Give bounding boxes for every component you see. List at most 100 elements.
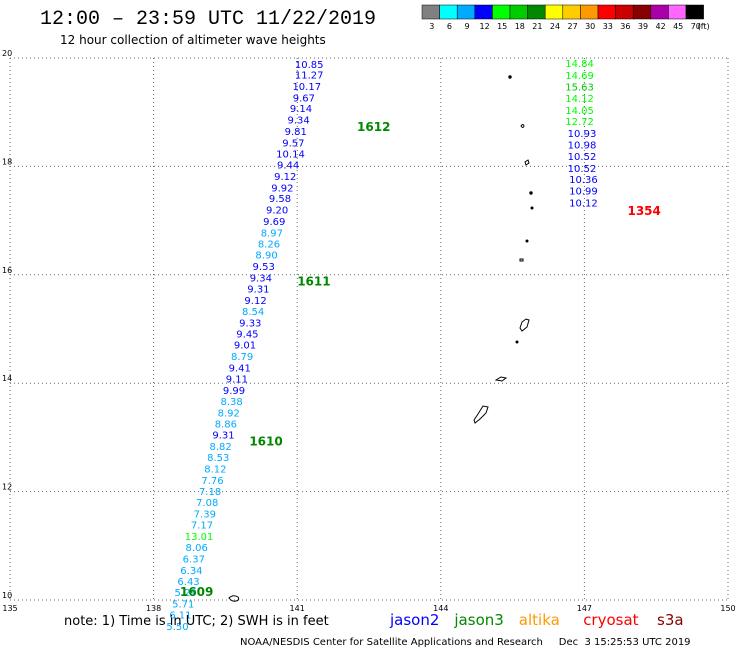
y-tick-label: 12: [2, 483, 12, 492]
wave-height-point: 9.12: [244, 296, 266, 307]
island: [520, 124, 525, 128]
color-legend: 3 6 9 12 15 18 21 24 27 30 33 36 39 42 45 70(ft): [421, 4, 710, 31]
legend-swatch: [492, 4, 511, 20]
wave-height-point: 5.29: [175, 588, 197, 599]
wave-height-point: 9.12: [274, 172, 296, 183]
grid: [9, 57, 729, 601]
wave-height-point: 8.79: [231, 352, 253, 363]
wave-height-point: 14.12: [565, 94, 594, 105]
wave-height-point: 14.69: [565, 71, 594, 82]
y-tick-label: 18: [2, 157, 12, 166]
pass-label: 1609: [180, 585, 213, 599]
legend-swatch: [509, 4, 528, 20]
legend-bin-label: 12: [480, 22, 490, 31]
wave-height-point: 9.01: [234, 341, 256, 352]
wave-height-point: 8.26: [258, 240, 280, 251]
wave-height-point: 10.85: [295, 60, 324, 71]
wave-height-point: 9.67: [293, 93, 315, 104]
wave-height-point: 10.14: [276, 150, 305, 161]
pass-label: 1612: [357, 120, 390, 134]
wave-height-point: 10.93: [568, 129, 597, 140]
island: [529, 191, 533, 195]
pass-label: 1610: [249, 435, 282, 449]
wave-height-point: 10.52: [568, 164, 597, 175]
legend-swatch: [474, 4, 493, 20]
legend-swatch: [544, 4, 564, 20]
wave-height-point: 14.05: [565, 106, 594, 117]
wave-height-point: 10.52: [568, 152, 597, 163]
wave-height-point: 9.81: [285, 127, 307, 138]
wave-height-point: 8.54: [242, 307, 264, 318]
wave-height-point: 9.14: [290, 104, 312, 115]
wave-height-point: 10.99: [569, 187, 598, 198]
wave-height-point: 9.31: [212, 430, 234, 441]
wave-height-point: 7.08: [196, 498, 218, 509]
wave-height-point: 11.27: [295, 71, 324, 82]
legend-swatch: [580, 4, 599, 20]
x-tick-label: 138: [146, 604, 161, 613]
wave-height-point: 9.44: [277, 161, 299, 172]
wave-height-point: 6.34: [180, 566, 202, 577]
x-tick-label: 141: [290, 604, 305, 613]
wave-height-point: 9.20: [266, 206, 288, 217]
pass-labels: 1609 1610 1611 1612 1354: [180, 120, 661, 599]
wave-height-point: 10.98: [568, 141, 597, 152]
wave-height-point: 7.39: [194, 510, 216, 521]
wave-height-point: 8.92: [218, 408, 240, 419]
wave-height-point: 8.86: [215, 420, 237, 431]
legend-swatch: [439, 4, 458, 20]
y-tick-label: 14: [2, 374, 12, 383]
legend-bin-label: 36: [620, 22, 630, 31]
island: [530, 206, 534, 210]
legend-bin-label: 70: [691, 22, 701, 31]
legend-bin-label: 39: [638, 22, 648, 31]
wave-height-point: 9.53: [253, 262, 275, 273]
wave-height-point: 9.11: [226, 375, 248, 386]
legend-swatch: [632, 4, 652, 20]
footer-credit: NOAA/NESDIS Center for Satellite Applica…: [240, 637, 691, 648]
legend-swatch: [527, 4, 546, 20]
wave-height-point: 7.17: [191, 520, 213, 531]
x-tick-label: 150: [720, 604, 735, 613]
wave-height-point: 8.06: [186, 543, 208, 554]
legend-swatch: [562, 4, 581, 20]
satellite-label: cryosat: [583, 611, 638, 629]
legend-swatch: [421, 4, 440, 20]
wave-height-point: 6.11: [169, 610, 191, 621]
x-tick-label: 135: [2, 604, 17, 613]
wave-height-point: 8.12: [204, 465, 226, 476]
legend-bin-label: 33: [603, 22, 613, 31]
wave-height-point: 8.97: [261, 228, 283, 239]
wave-height-point: 9.92: [271, 183, 293, 194]
axes: 135 138 141 144 147 150 10 12 14 16 18 20: [2, 49, 736, 613]
legend-swatch: [615, 4, 634, 20]
y-tick-label: 10: [2, 591, 12, 600]
x-tick-label: 144: [433, 604, 448, 613]
chart-title: 12:00 – 23:59 UTC 11/22/2019: [40, 8, 376, 31]
wave-height-point: 9.45: [236, 330, 258, 341]
island: [519, 258, 524, 262]
legend-bin-label: 24: [550, 22, 560, 31]
footer-note: note: 1) Time is in UTC; 2) SWH is in fe…: [64, 614, 329, 629]
wave-height-point: 8.82: [209, 442, 231, 453]
island: [508, 75, 512, 79]
pass-label: 1354: [627, 204, 660, 218]
legend-bin-label: 3: [429, 22, 434, 31]
wave-height-point: 9.99: [223, 386, 245, 397]
island: [473, 405, 489, 424]
legend-bin-label: 42: [656, 22, 666, 31]
satellite-label: altika: [519, 611, 560, 629]
island: [228, 595, 240, 602]
wave-height-point: 9.58: [269, 194, 291, 205]
legend-bin-label: 9: [464, 22, 469, 31]
legend-bin-label: 15: [497, 22, 507, 31]
wave-height-point: 6.37: [183, 555, 205, 566]
legend-swatch: [456, 4, 476, 20]
wave-height-point: 12.72: [565, 117, 594, 128]
legend-bin-label: 45: [673, 22, 683, 31]
chart-subtitle: 12 hour collection of altimeter wave hei…: [60, 33, 326, 47]
legend-bin-label: 21: [532, 22, 542, 31]
y-tick-label: 16: [2, 266, 12, 275]
y-tick-label: 20: [2, 49, 12, 58]
